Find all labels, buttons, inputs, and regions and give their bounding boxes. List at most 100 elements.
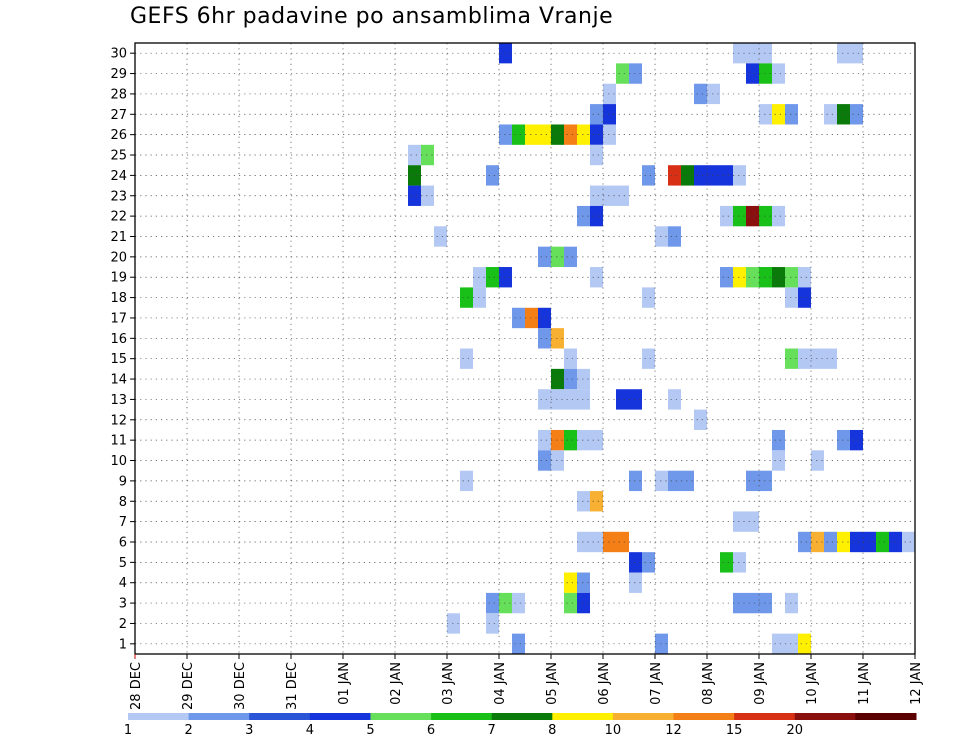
heatmap-cell [759,205,772,227]
heatmap-cell [694,165,733,186]
heatmap-cell [655,633,668,654]
heatmap-cell [837,104,850,125]
legend-label: 1 [124,723,132,738]
heatmap-cell [603,104,616,125]
y-tick-label: 7 [119,515,127,530]
heatmap-cell [850,429,863,451]
heatmap-cell [408,144,421,166]
y-tick-label: 12 [110,413,127,428]
legend-swatch [188,713,250,720]
heatmap-cell [590,205,603,227]
heatmap-cell [798,267,811,288]
legend-swatch [249,713,311,720]
y-tick-label: 19 [110,271,127,286]
heatmap-cell [564,246,577,268]
chart-title: GEFS 6hr padavine po ansamblima Vranje [130,4,614,29]
heatmap-cell [434,226,447,247]
heatmap-cell [668,389,681,410]
y-tick-label: 15 [110,352,127,367]
heatmap-cell [564,429,577,451]
y-tick-label: 16 [110,332,127,347]
legend-swatch [431,713,493,720]
legend-swatch [552,713,614,720]
heatmap-cell [733,267,746,288]
heatmap-cell [785,287,798,308]
heatmap-cell [551,368,564,390]
heatmap-cell [811,450,824,471]
heatmap-cell [720,205,733,227]
heatmap-cell [629,572,642,593]
heatmap-cell [512,124,525,145]
heatmap-cell [746,205,759,227]
heatmap-cell [772,63,785,84]
heatmap-cell [473,267,486,288]
x-tick-label: 05 JAN [545,662,560,705]
heatmap-cell [551,246,564,268]
heatmap-cell [564,572,577,593]
x-tick-label: 08 JAN [701,662,716,705]
heatmap-cell [551,450,564,471]
x-tick-label: 12 JAN [909,662,924,705]
heatmap-cell [525,307,538,329]
heatmap-cell [733,552,746,573]
heatmap-cell [603,83,616,105]
plot-frame [134,42,916,655]
heatmap-cell [876,531,889,553]
x-tick-label: 03 JAN [441,662,456,705]
y-tick-label: 28 [110,87,127,102]
heatmap-cell [486,592,499,614]
y-tick-label: 27 [110,108,127,123]
heatmap-cell [889,531,902,553]
heatmap-cell [538,450,551,471]
heatmap-cell [590,185,629,206]
heatmap-cell [759,267,772,288]
heatmap-cell [538,307,551,329]
heatmap-cell [538,328,551,349]
heatmap-cell [421,185,434,206]
heatmap-cell [499,592,512,614]
heatmap-cell [850,104,863,125]
heatmap-cell [460,470,473,492]
x-tick-label: 01 JAN [337,662,352,705]
y-tick-label: 11 [110,434,127,449]
legend-label: 6 [427,723,435,738]
heatmap-cell [564,348,577,369]
heatmap-cell [538,246,551,268]
heatmap-cell [733,511,759,532]
x-tick-label: 07 JAN [649,662,664,705]
y-tick-label: 2 [119,617,127,632]
heatmap-cell [551,124,564,145]
heatmap-cell [590,124,603,145]
heatmap-cell [811,531,824,553]
heatmap-cell [720,552,733,573]
heatmap-cell [577,531,603,553]
heatmap-cell [460,287,473,308]
y-tick-label: 30 [110,47,127,62]
x-tick-label: 04 JAN [493,662,508,705]
heatmap-cell [447,613,460,634]
heatmap-cell [564,592,577,614]
y-tick-label: 3 [119,597,127,612]
heatmap-cell [499,124,512,145]
legend-label: 7 [488,723,496,738]
x-tick-label: 11 JAN [857,662,872,705]
heatmap-cell [798,633,811,654]
x-tick-label: 30 DEC [233,662,248,710]
heatmap-cell [668,226,681,247]
heatmap-cell [759,104,772,125]
legend-swatch [370,713,432,720]
heatmap-cell [460,348,473,369]
heatmap-cell [603,531,629,553]
y-tick-label: 13 [110,393,127,408]
heatmap-cell [694,83,707,105]
heatmap-cell [837,531,850,553]
heatmap-cell [642,552,655,573]
heatmap-cell [564,368,577,390]
heatmap-cell [512,633,525,654]
heatmap-cell [486,165,499,186]
y-tick-label: 24 [110,169,127,184]
heatmap-cell [538,389,590,410]
heatmap-cell [551,429,564,451]
heatmap-cell [785,592,798,614]
